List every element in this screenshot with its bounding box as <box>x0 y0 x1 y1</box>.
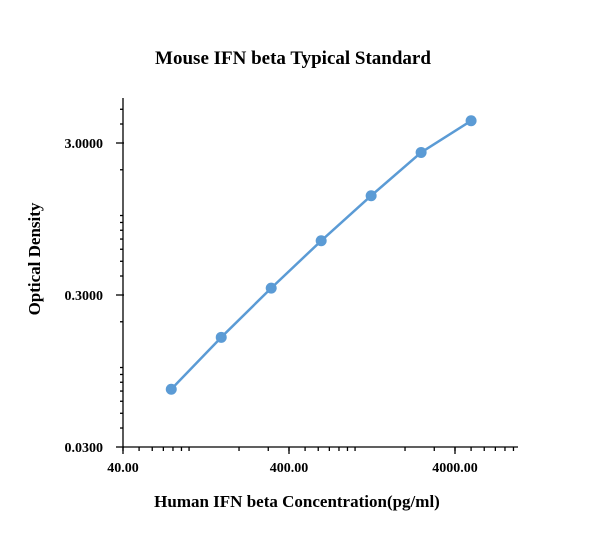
data-point <box>315 235 327 247</box>
tick-labels: 0.0300 0.3000 3.0000 40.00 400.00 4000.00 <box>65 137 478 476</box>
data-point <box>465 115 477 127</box>
x-tick-label: 4000.00 <box>432 461 478 476</box>
data-point <box>365 190 377 202</box>
data-point <box>215 331 227 343</box>
data-point <box>415 146 427 158</box>
y-tick-label: 3.0000 <box>65 137 104 152</box>
series <box>165 115 477 395</box>
y-tick-label: 0.3000 <box>65 289 104 304</box>
ticks <box>116 108 515 454</box>
axes <box>122 98 518 448</box>
x-tick-label: 40.00 <box>107 461 139 476</box>
y-tick-label: 0.0300 <box>65 441 104 456</box>
chart-title: Mouse IFN beta Typical Standard <box>155 48 431 69</box>
x-axis-title: Human IFN beta Concentration(pg/ml) <box>154 492 440 511</box>
series-line <box>170 119 472 391</box>
data-point <box>165 383 177 395</box>
x-tick-label: 400.00 <box>270 461 309 476</box>
y-axis-title: Optical Density <box>25 202 44 315</box>
data-point <box>265 282 277 294</box>
